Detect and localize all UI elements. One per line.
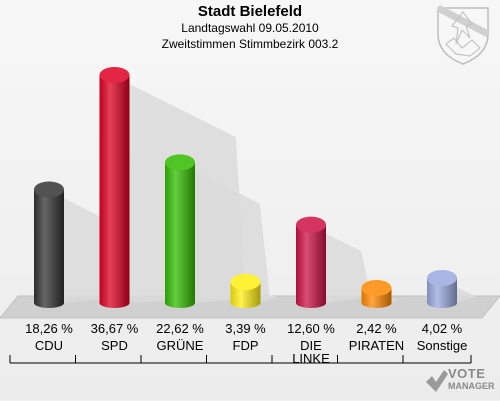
- bar-top: [165, 154, 195, 171]
- chart-subtitle: Landtagswahl 09.05.2010: [181, 21, 319, 35]
- bar-shadow: [258, 289, 279, 303]
- coat-of-arms-icon: [436, 4, 490, 65]
- bar-top: [361, 279, 392, 296]
- category-label: FDP: [233, 338, 259, 353]
- category-label: SPD: [101, 338, 128, 353]
- value-label: 36,67 %: [91, 321, 139, 336]
- value-label: 22,62 %: [156, 321, 204, 336]
- bar-top: [427, 270, 457, 287]
- category-label: GRÜNE: [157, 338, 204, 353]
- watermark-line1: VOTE: [448, 366, 486, 381]
- bar-die-linke: [296, 216, 326, 308]
- bar-body: [165, 162, 195, 308]
- bar-shadow: [324, 232, 372, 303]
- value-label: 18,26 %: [25, 321, 73, 336]
- bar-spd: [99, 67, 130, 308]
- bar-shadow: [389, 295, 407, 303]
- bar-body: [34, 189, 64, 308]
- bar-top: [34, 181, 64, 198]
- bar-sonstige: [427, 270, 457, 308]
- category-label: PIRATEN: [349, 338, 404, 353]
- bar-top: [230, 273, 261, 290]
- bar-cdu: [34, 181, 64, 308]
- votemanager-logo: VOTE MANAGER: [424, 366, 498, 396]
- bar-fdp: [230, 273, 261, 308]
- bar-body: [427, 278, 457, 308]
- category-label: CDU: [35, 338, 63, 353]
- bar-top: [296, 216, 326, 233]
- value-label: 3,39 %: [225, 321, 266, 336]
- category-label: Sonstige: [417, 338, 468, 353]
- value-label: 4,02 %: [422, 321, 463, 336]
- bar-body: [296, 224, 326, 308]
- category-label: LINKE: [292, 351, 330, 366]
- value-label: 2,42 %: [356, 321, 397, 336]
- chart-title: Stadt Bielefeld: [197, 3, 303, 20]
- category-label: DIE: [300, 338, 322, 353]
- value-label: 12,60 %: [287, 321, 335, 336]
- bar-grüne: [165, 154, 195, 308]
- bar-shadow: [455, 286, 477, 303]
- watermark-line2: MANAGER: [448, 381, 495, 391]
- bar-top: [99, 67, 130, 83]
- bar-piraten: [361, 279, 392, 308]
- bar-shadow: [193, 170, 270, 303]
- bar-body: [99, 75, 130, 308]
- checkmark-icon: [426, 370, 448, 392]
- chart-subtitle-2: Zweitstimmen Stimmbezirk 003.2: [161, 37, 339, 51]
